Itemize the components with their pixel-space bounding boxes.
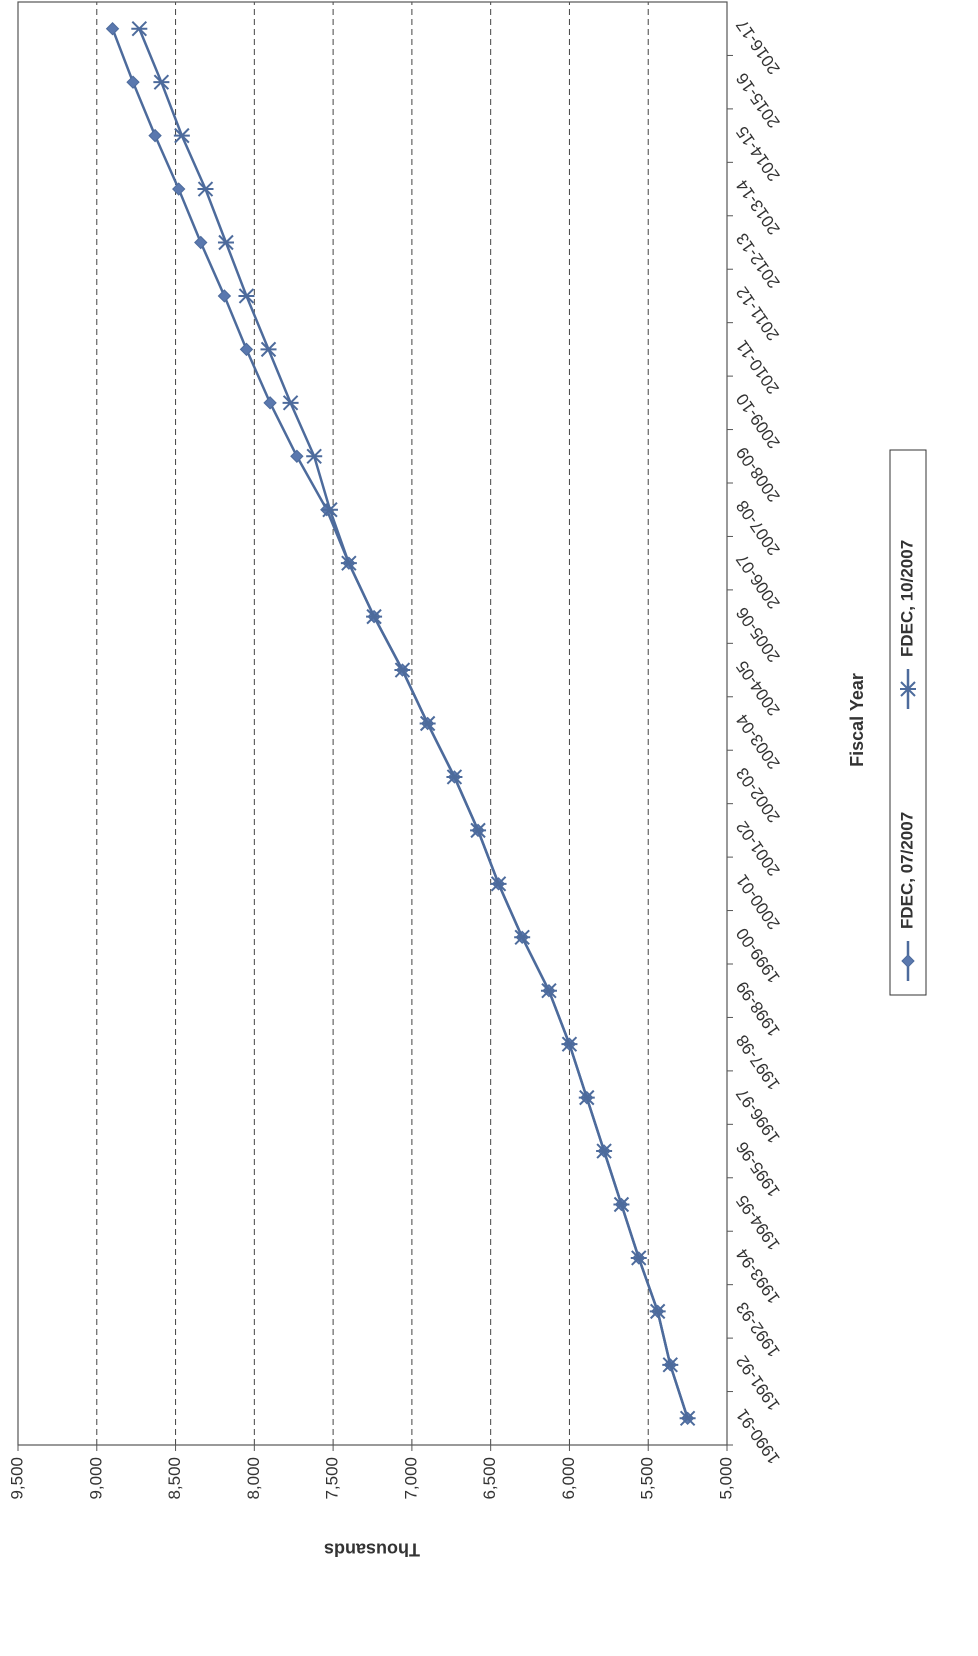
x-tick-label: 2010-11 bbox=[732, 337, 783, 398]
legend-label: FDEC, 07/2007 bbox=[897, 812, 916, 929]
data-point bbox=[613, 1196, 630, 1213]
y-tick-label: 9,000 bbox=[86, 1457, 105, 1500]
data-point bbox=[419, 715, 436, 732]
y-tick-label: 8,000 bbox=[244, 1457, 263, 1500]
x-tick-label: 2006-07 bbox=[732, 550, 783, 612]
x-tick-label: 1998-99 bbox=[732, 978, 783, 1040]
x-axis-title: Fiscal Year bbox=[847, 673, 867, 767]
y-tick-label: 8,500 bbox=[165, 1457, 184, 1500]
data-point bbox=[217, 289, 232, 303]
x-tick-label: 2009-10 bbox=[732, 390, 783, 452]
x-tick-label: 2002-03 bbox=[732, 764, 783, 826]
data-point bbox=[282, 395, 299, 411]
data-point bbox=[238, 288, 255, 304]
data-point bbox=[340, 555, 357, 571]
data-point bbox=[131, 21, 148, 37]
data-point bbox=[263, 396, 277, 410]
x-tick-label: 2016-17 bbox=[732, 16, 783, 78]
legend-marker bbox=[901, 954, 915, 968]
x-tick-label: 1992-93 bbox=[732, 1299, 783, 1361]
data-point bbox=[126, 75, 140, 89]
data-point bbox=[194, 235, 208, 250]
data-point bbox=[173, 127, 190, 144]
data-point bbox=[540, 983, 557, 999]
data-point bbox=[446, 769, 463, 785]
data-point bbox=[239, 342, 254, 357]
y-tick-label: 7,000 bbox=[401, 1457, 420, 1500]
y-tick-label: 9,500 bbox=[7, 1457, 26, 1500]
data-point bbox=[630, 1250, 647, 1266]
data-point bbox=[596, 1143, 613, 1159]
data-point bbox=[290, 449, 304, 463]
x-tick-label: 1999-00 bbox=[732, 924, 783, 986]
data-point bbox=[649, 1303, 666, 1320]
x-tick-label: 2013-14 bbox=[732, 176, 783, 238]
x-tick-label: 2007-08 bbox=[732, 497, 783, 559]
plot-frame bbox=[17, 1, 728, 1446]
x-tick-label: 2004-05 bbox=[732, 657, 783, 719]
x-tick-label: 2000-01 bbox=[732, 871, 783, 933]
y-tick-label: 5,000 bbox=[716, 1457, 735, 1500]
data-point bbox=[470, 822, 487, 839]
data-point bbox=[514, 929, 531, 945]
data-point bbox=[578, 1089, 595, 1106]
legend-label: FDEC, 10/2007 bbox=[897, 540, 916, 657]
y-tick-label: 5,500 bbox=[638, 1457, 657, 1500]
y-axis-title: Thousands bbox=[324, 1539, 420, 1559]
rotated-chart: Fiscal Year Thousands 5,000 5,500 6,000 6,5… bbox=[7, 1, 927, 1559]
y-tick-label: 6,000 bbox=[559, 1457, 578, 1500]
legend-box bbox=[889, 449, 927, 996]
data-point bbox=[153, 74, 170, 90]
x-tick-label: 1993-94 bbox=[732, 1245, 783, 1307]
data-point bbox=[366, 608, 383, 625]
data-point bbox=[171, 182, 186, 196]
data-point bbox=[105, 22, 120, 36]
data-point bbox=[148, 128, 162, 143]
x-tick-label: 2008-09 bbox=[732, 443, 783, 505]
x-tick-label: 2005-06 bbox=[732, 604, 783, 666]
x-tick-label: 2014-15 bbox=[732, 123, 783, 185]
legend-marker bbox=[900, 681, 916, 697]
data-point bbox=[662, 1357, 679, 1373]
x-tick-label: 2001-02 bbox=[732, 818, 783, 880]
data-point bbox=[197, 181, 214, 197]
x-tick-label: 2011-12 bbox=[732, 283, 783, 344]
x-tick-label: 2003-04 bbox=[732, 711, 783, 773]
x-tick-label: 1995-96 bbox=[732, 1138, 783, 1200]
data-point bbox=[217, 234, 234, 251]
x-tick-label: 1994-95 bbox=[732, 1192, 783, 1254]
data-point bbox=[260, 341, 277, 358]
data-point bbox=[561, 1036, 578, 1052]
y-tick-label: 7,500 bbox=[323, 1457, 342, 1500]
x-tick-label: 1996-97 bbox=[732, 1085, 783, 1147]
data-point bbox=[306, 448, 323, 464]
data-point bbox=[321, 502, 338, 518]
x-tick-label: 2015-16 bbox=[732, 69, 783, 131]
x-tick-label: 2012-13 bbox=[732, 230, 783, 292]
x-tick-label: 1991-92 bbox=[732, 1352, 783, 1414]
x-tick-label: 1997-98 bbox=[732, 1031, 783, 1093]
series-line bbox=[111, 28, 689, 1419]
data-point bbox=[679, 1410, 696, 1426]
data-point bbox=[490, 876, 507, 892]
y-tick-label: 6,500 bbox=[480, 1457, 499, 1500]
data-point bbox=[394, 662, 411, 678]
x-tick-label: 1990-91 bbox=[732, 1405, 783, 1467]
